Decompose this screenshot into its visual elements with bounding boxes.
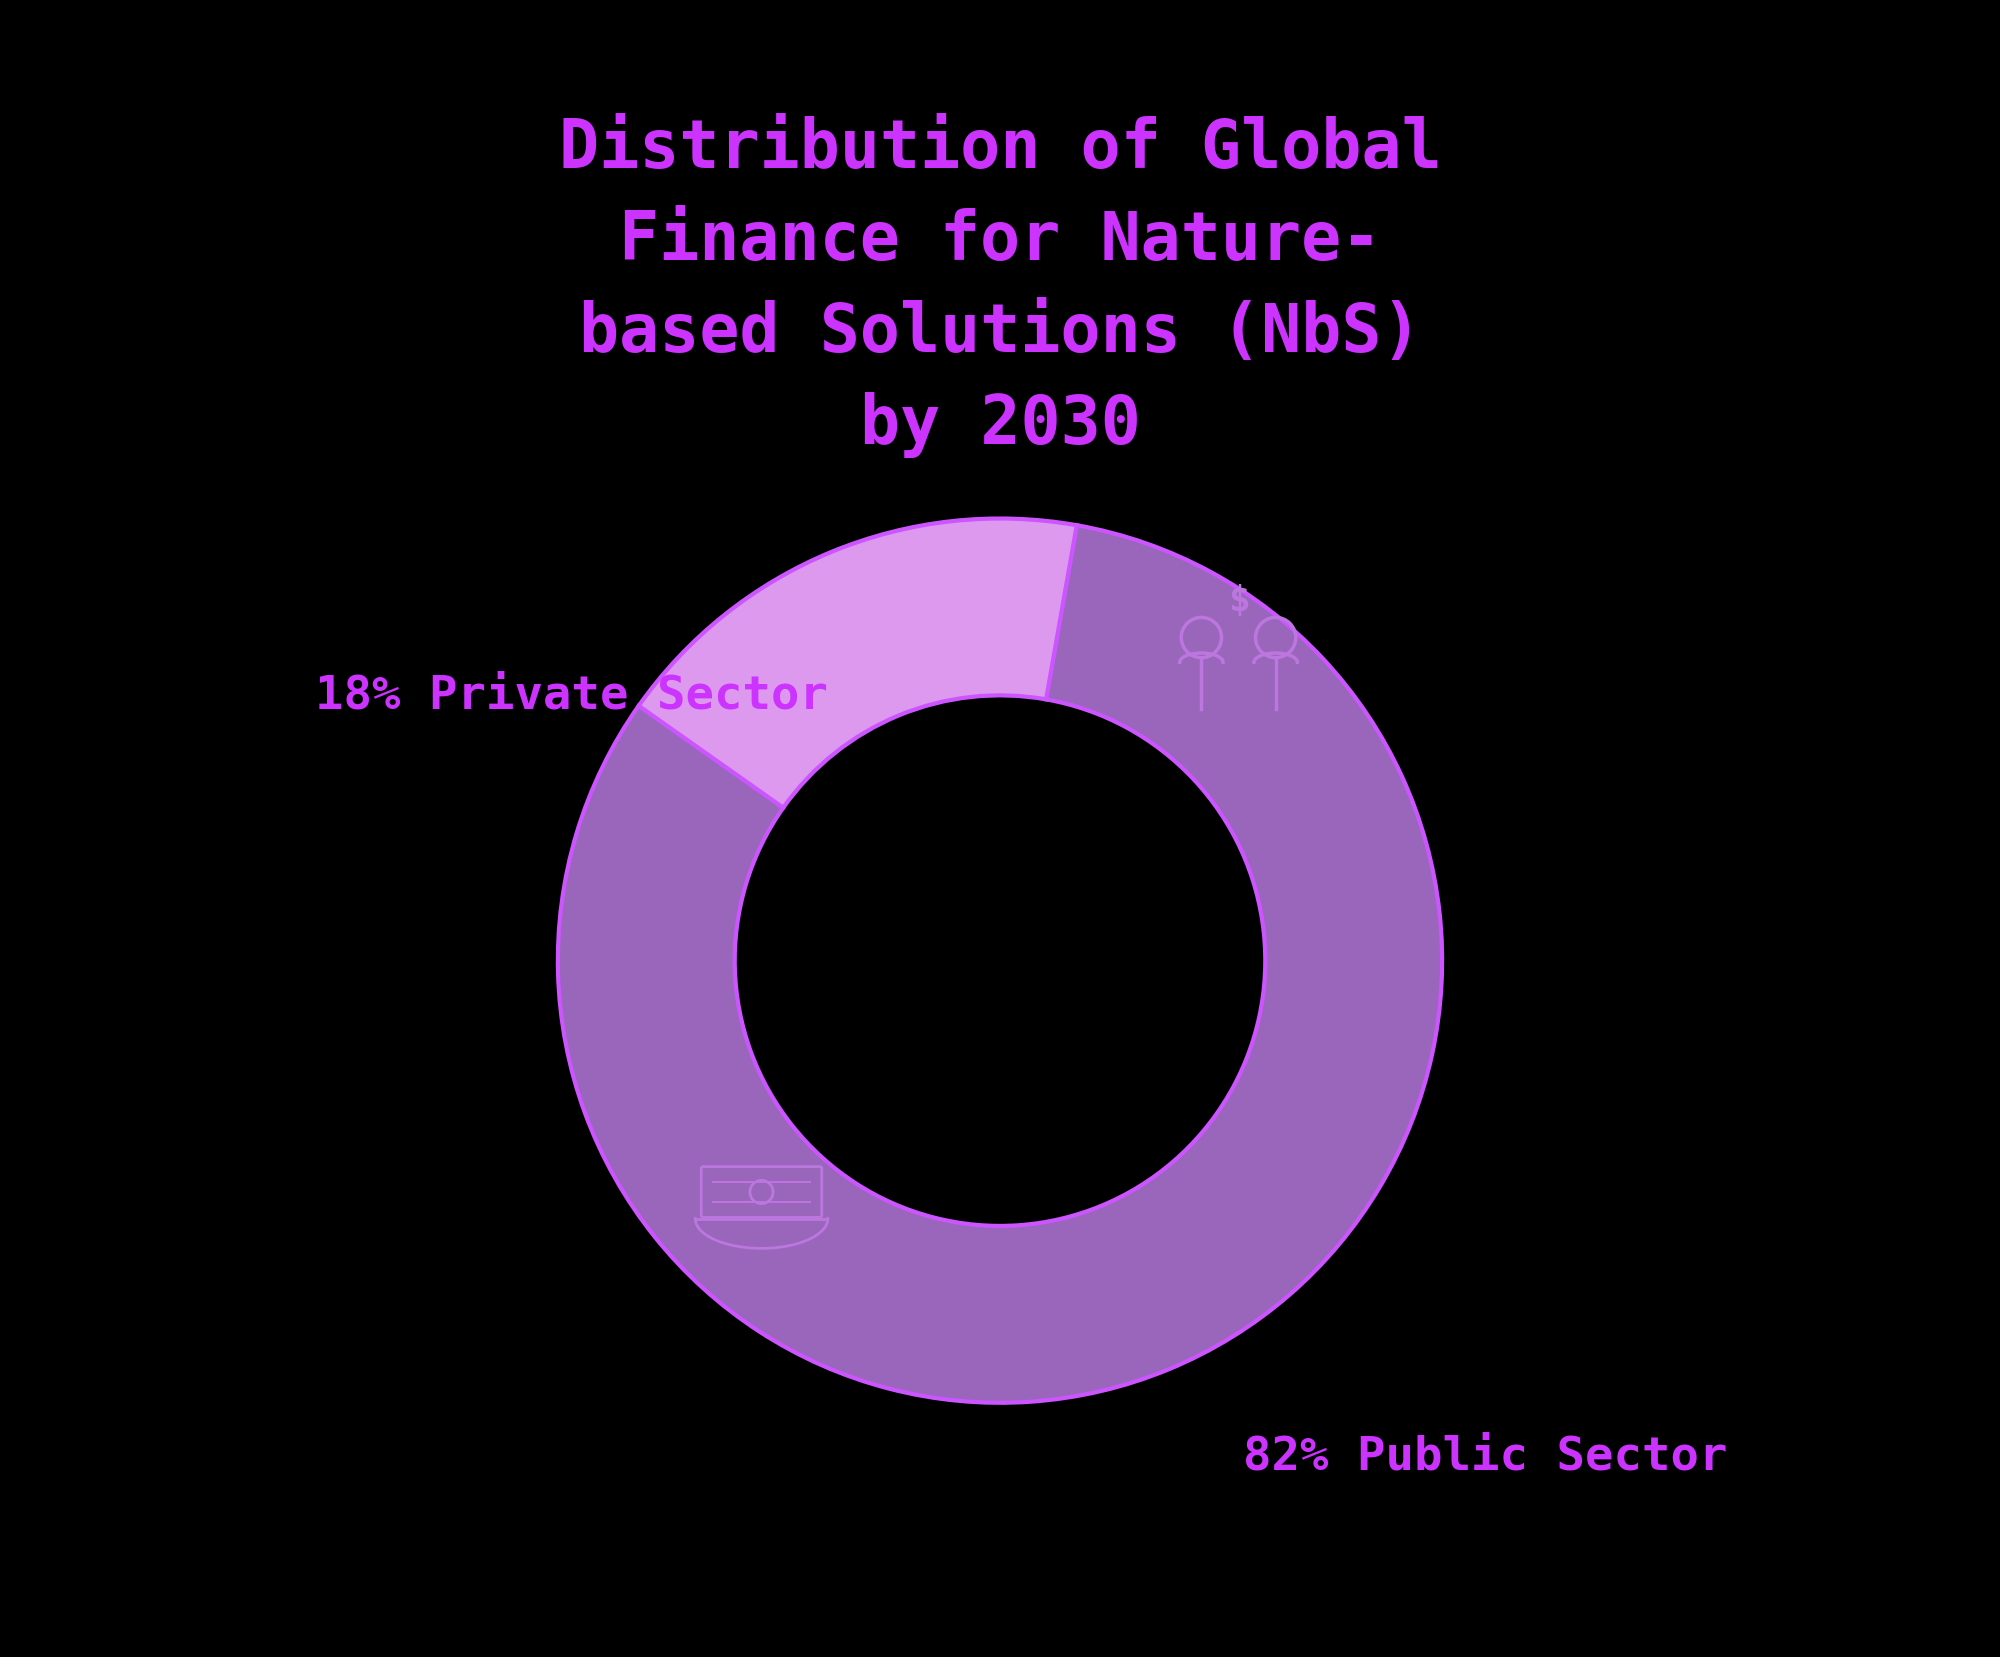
Text: $: $ <box>1228 583 1250 618</box>
Wedge shape <box>638 519 1076 809</box>
Wedge shape <box>558 525 1442 1403</box>
Text: 18% Private Sector: 18% Private Sector <box>314 673 828 719</box>
Text: 82% Public Sector: 82% Public Sector <box>1244 1433 1728 1478</box>
Text: Distribution of Global
Finance for Nature-
based Solutions (NbS)
by 2030: Distribution of Global Finance for Natur… <box>558 116 1442 457</box>
